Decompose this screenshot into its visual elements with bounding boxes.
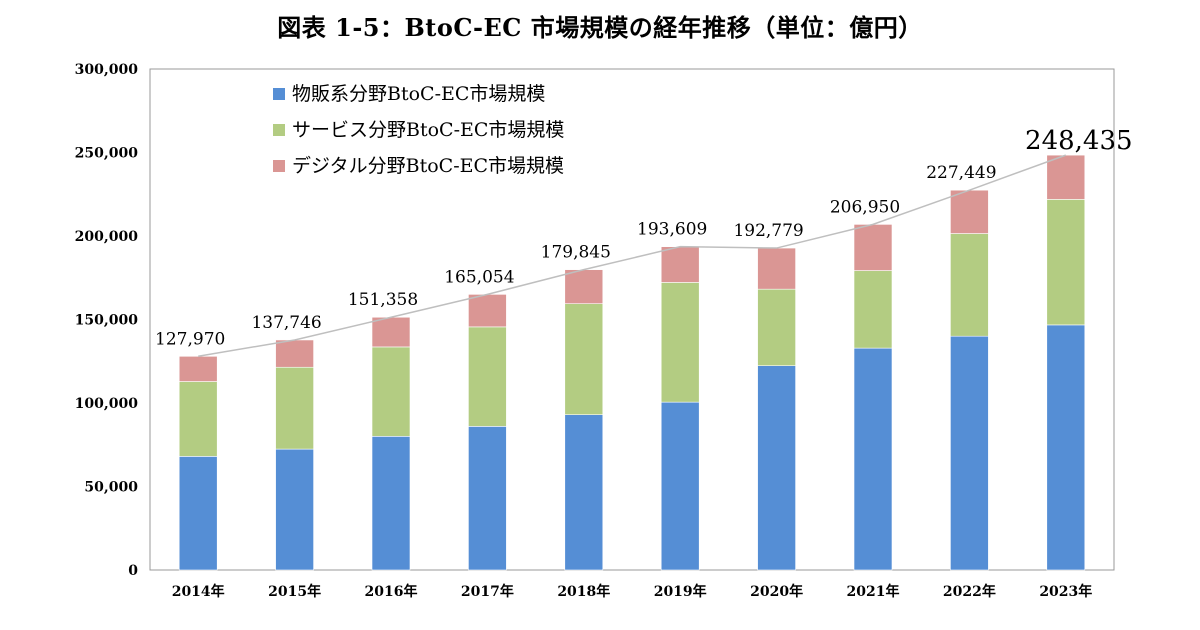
bars-layer: [178, 154, 1086, 571]
bar-segment-3-2: [275, 339, 314, 368]
y-tick-label: 0: [128, 563, 138, 579]
total-value-label: 206,950: [830, 197, 900, 217]
total-value-label: 179,845: [541, 243, 611, 263]
legend-label: デジタル分野BtoC-EC市場規模: [292, 155, 564, 177]
bar-segment-1-6: [660, 401, 700, 571]
x-tick-label: 2022年: [943, 583, 996, 600]
bar-segment-2-8: [853, 270, 893, 349]
legend-label: 物販系分野BtoC-EC市場規模: [292, 83, 545, 105]
x-tick-label: 2020年: [750, 583, 803, 600]
bar-segment-1-1: [178, 456, 218, 571]
x-tick-label: 2021年: [847, 583, 900, 600]
bar-segment-2-3: [371, 346, 411, 437]
legend-swatch: [273, 124, 285, 136]
bar-segment-1-4: [468, 426, 507, 571]
bar-segment-1-2: [275, 448, 314, 571]
legend-swatch: [273, 88, 285, 100]
bar-segment-3-4: [468, 294, 507, 328]
plot-area-frame: [149, 68, 1115, 571]
total-value-label: 165,054: [444, 267, 514, 287]
bar-segment-2-1: [178, 381, 218, 457]
bar-segment-1-7: [757, 365, 796, 571]
bar-segment-2-4: [468, 326, 507, 427]
bar-segment-2-5: [564, 303, 604, 416]
y-axis: 0 50,000 100,000 150,000 200,000 250,000 300,0…: [75, 62, 139, 579]
legend-swatch: [273, 160, 285, 172]
x-tick-label: 2018年: [557, 583, 610, 600]
x-tick-label: 2017年: [461, 583, 514, 600]
bar-segment-3-6: [660, 246, 700, 283]
total-value-label: 192,779: [733, 221, 803, 241]
chart-title: 図表 1-5：BtoC-EC 市場規模の経年推移（単位：億円）: [277, 13, 923, 42]
x-tick-label: 2014年: [172, 583, 225, 600]
bar-segment-1-8: [853, 347, 893, 571]
bar-segment-2-2: [275, 366, 314, 450]
bar-segment-3-7: [757, 247, 796, 290]
x-tick-label: 2023年: [1039, 583, 1092, 600]
bar-segment-2-7: [757, 288, 796, 367]
bar-segment-1-5: [564, 414, 604, 571]
total-value-label: 137,746: [251, 313, 321, 333]
bar-segment-1-3: [371, 436, 411, 571]
total-value-label: 248,435: [1025, 126, 1133, 156]
total-labels: 127,970 137,746 151,358 165,054 179,845 193,6…: [155, 126, 1133, 349]
bar-segment-2-9: [950, 233, 989, 337]
bar-segment-1-9: [950, 335, 989, 571]
trend-layer: [198, 154, 1067, 358]
x-tick-label: 2016年: [365, 583, 418, 600]
bar-segment-1-10: [1046, 324, 1086, 571]
x-tick-label: 2015年: [268, 583, 321, 600]
y-tick-label: 250,000: [75, 146, 139, 162]
bar-segment-2-6: [660, 282, 700, 403]
bar-segment-2-10: [1046, 199, 1086, 326]
total-trend-line: [198, 154, 1067, 358]
x-axis: 2014年 2015年 2016年 2017年 2018年 2019年 2020年 2021年…: [172, 583, 1093, 600]
legend: 物販系分野BtoC-EC市場規模サービス分野BtoC-EC市場規模デジタル分野B…: [273, 83, 564, 177]
bar-segment-3-10: [1046, 154, 1086, 200]
y-tick-label: 50,000: [84, 480, 138, 496]
bar-segment-3-1: [178, 355, 218, 382]
bar-segment-3-8: [853, 224, 893, 271]
total-value-label: 127,970: [155, 329, 225, 349]
x-tick-label: 2019年: [654, 583, 707, 600]
total-value-label: 151,358: [348, 290, 418, 310]
bar-segment-3-9: [950, 189, 989, 234]
bar-segment-3-3: [371, 316, 411, 348]
bar-segment-3-5: [564, 269, 604, 304]
y-tick-label: 200,000: [75, 229, 139, 245]
legend-label: サービス分野BtoC-EC市場規模: [292, 119, 564, 141]
y-tick-label: 100,000: [75, 396, 139, 412]
total-value-label: 193,609: [637, 220, 707, 240]
y-tick-label: 150,000: [75, 313, 139, 329]
y-tick-label: 300,000: [75, 62, 139, 78]
total-value-label: 227,449: [926, 163, 996, 183]
